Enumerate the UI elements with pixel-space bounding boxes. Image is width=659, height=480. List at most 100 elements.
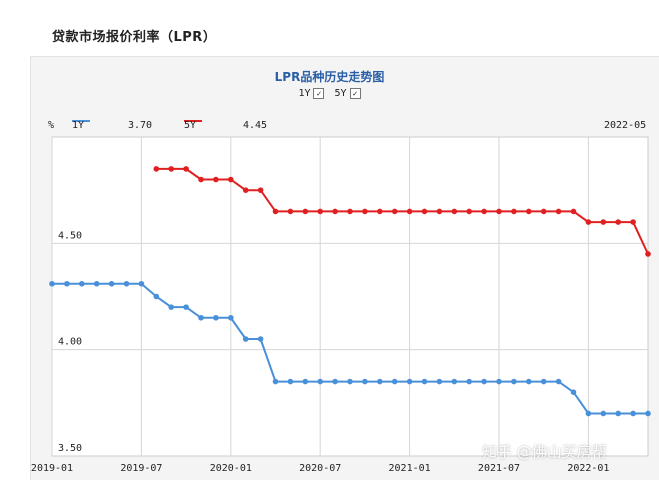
- data-point-5y: [406, 208, 413, 215]
- data-point-5y: [317, 208, 324, 215]
- data-point-5y: [585, 219, 592, 225]
- data-point-1y: [108, 280, 115, 287]
- data-point-5y: [332, 208, 338, 215]
- data-point-1y: [242, 336, 249, 342]
- data-point-5y: [555, 208, 562, 215]
- data-point-1y: [272, 378, 279, 385]
- legend: % 1Y 3.70 5Y 4.45 2022-05: [0, 120, 659, 134]
- data-point-1y: [257, 336, 264, 342]
- legend-5y-value: 4.45: [243, 120, 268, 131]
- data-point-1y: [526, 378, 532, 385]
- data-point-1y: [153, 293, 160, 300]
- data-point-1y: [302, 378, 309, 385]
- data-point-1y: [511, 378, 517, 385]
- data-point-1y: [168, 304, 174, 310]
- data-point-1y: [138, 280, 145, 287]
- data-point-5y: [451, 208, 458, 215]
- data-point-1y: [228, 314, 234, 321]
- series-toggles: 1Y ✓ 5Y ✓: [0, 88, 659, 99]
- x-tick-label: 2019-01: [31, 463, 73, 474]
- series-lines: [49, 166, 651, 417]
- data-point-5y: [347, 208, 353, 215]
- data-point-1y: [585, 410, 592, 417]
- axis-ticks: 2019-01 2019-07 2020-01 2020-07 2021-01 2021-…: [31, 230, 610, 474]
- data-point-5y: [228, 176, 234, 183]
- data-point-5y: [511, 208, 517, 215]
- data-point-1y: [93, 280, 100, 287]
- data-point-5y: [213, 176, 219, 183]
- data-point-1y: [79, 280, 85, 287]
- data-point-1y: [347, 378, 353, 385]
- legend-5y-swatch: [184, 120, 202, 122]
- data-point-5y: [481, 208, 487, 215]
- x-tick-label: 2019-07: [120, 463, 162, 474]
- toggle-1y-label: 1Y: [298, 88, 311, 99]
- toggle-5y-checkbox[interactable]: ✓: [349, 88, 361, 99]
- data-point-5y: [615, 219, 621, 225]
- data-point-5y: [570, 208, 577, 215]
- data-point-1y: [481, 378, 487, 385]
- data-point-1y: [451, 378, 458, 385]
- data-point-5y: [153, 166, 160, 172]
- data-point-1y: [406, 378, 413, 385]
- x-tick-label: 2020-01: [210, 463, 252, 474]
- data-point-5y: [540, 208, 547, 215]
- data-point-1y: [570, 389, 577, 396]
- data-point-1y: [555, 378, 562, 385]
- toggle-1y[interactable]: 1Y ✓: [298, 88, 325, 99]
- data-point-1y: [213, 314, 219, 321]
- toggle-5y[interactable]: 5Y ✓: [335, 88, 361, 99]
- data-point-5y: [168, 166, 174, 172]
- legend-1y-swatch: [72, 120, 90, 122]
- data-point-1y: [436, 378, 443, 385]
- data-point-1y: [496, 378, 502, 385]
- data-point-5y: [600, 219, 607, 225]
- data-point-5y: [242, 187, 249, 193]
- chart-title: LPR品种历史走势图: [274, 70, 385, 84]
- legend-1y-name: 1Y: [72, 120, 85, 131]
- data-point-5y: [257, 187, 264, 193]
- data-point-5y: [526, 208, 532, 215]
- data-point-5y: [466, 208, 473, 215]
- page-heading: 贷款市场报价利率（LPR）: [52, 30, 217, 45]
- y-tick-label: 4.50: [58, 230, 82, 241]
- data-point-1y: [287, 378, 294, 385]
- data-point-1y: [362, 378, 368, 385]
- data-point-1y: [540, 378, 547, 385]
- data-point-5y: [183, 166, 189, 172]
- x-tick-label: 2021-01: [389, 463, 431, 474]
- x-tick-label: 2022-01: [567, 463, 609, 474]
- data-point-1y: [317, 378, 324, 385]
- unit-label: %: [48, 120, 55, 131]
- data-point-1y: [377, 378, 383, 385]
- plot-area: [51, 136, 649, 457]
- data-point-5y: [645, 251, 651, 257]
- toggle-1y-checkbox[interactable]: ✓: [313, 88, 325, 99]
- x-tick-label: 2021-07: [478, 463, 520, 474]
- data-point-5y: [496, 208, 502, 215]
- y-tick-label: 3.50: [58, 443, 82, 454]
- data-point-1y: [600, 410, 607, 417]
- data-point-1y: [615, 410, 621, 417]
- data-point-5y: [630, 219, 636, 225]
- watermark: 知乎 @佛山买房帮: [482, 443, 607, 461]
- data-point-1y: [49, 280, 55, 287]
- data-point-5y: [436, 208, 443, 215]
- data-point-5y: [377, 208, 383, 215]
- toggle-5y-label: 5Y: [334, 88, 347, 99]
- data-point-5y: [391, 208, 398, 215]
- data-point-5y: [302, 208, 309, 215]
- data-point-5y: [362, 208, 368, 215]
- data-point-5y: [198, 176, 204, 183]
- data-point-1y: [332, 378, 338, 385]
- data-point-1y: [421, 378, 428, 385]
- data-point-1y: [466, 378, 473, 385]
- data-point-1y: [391, 378, 398, 385]
- y-tick-label: 4.00: [58, 337, 82, 348]
- data-point-1y: [645, 410, 651, 417]
- data-point-1y: [64, 280, 70, 287]
- data-point-5y: [287, 208, 294, 215]
- data-point-5y: [421, 208, 428, 215]
